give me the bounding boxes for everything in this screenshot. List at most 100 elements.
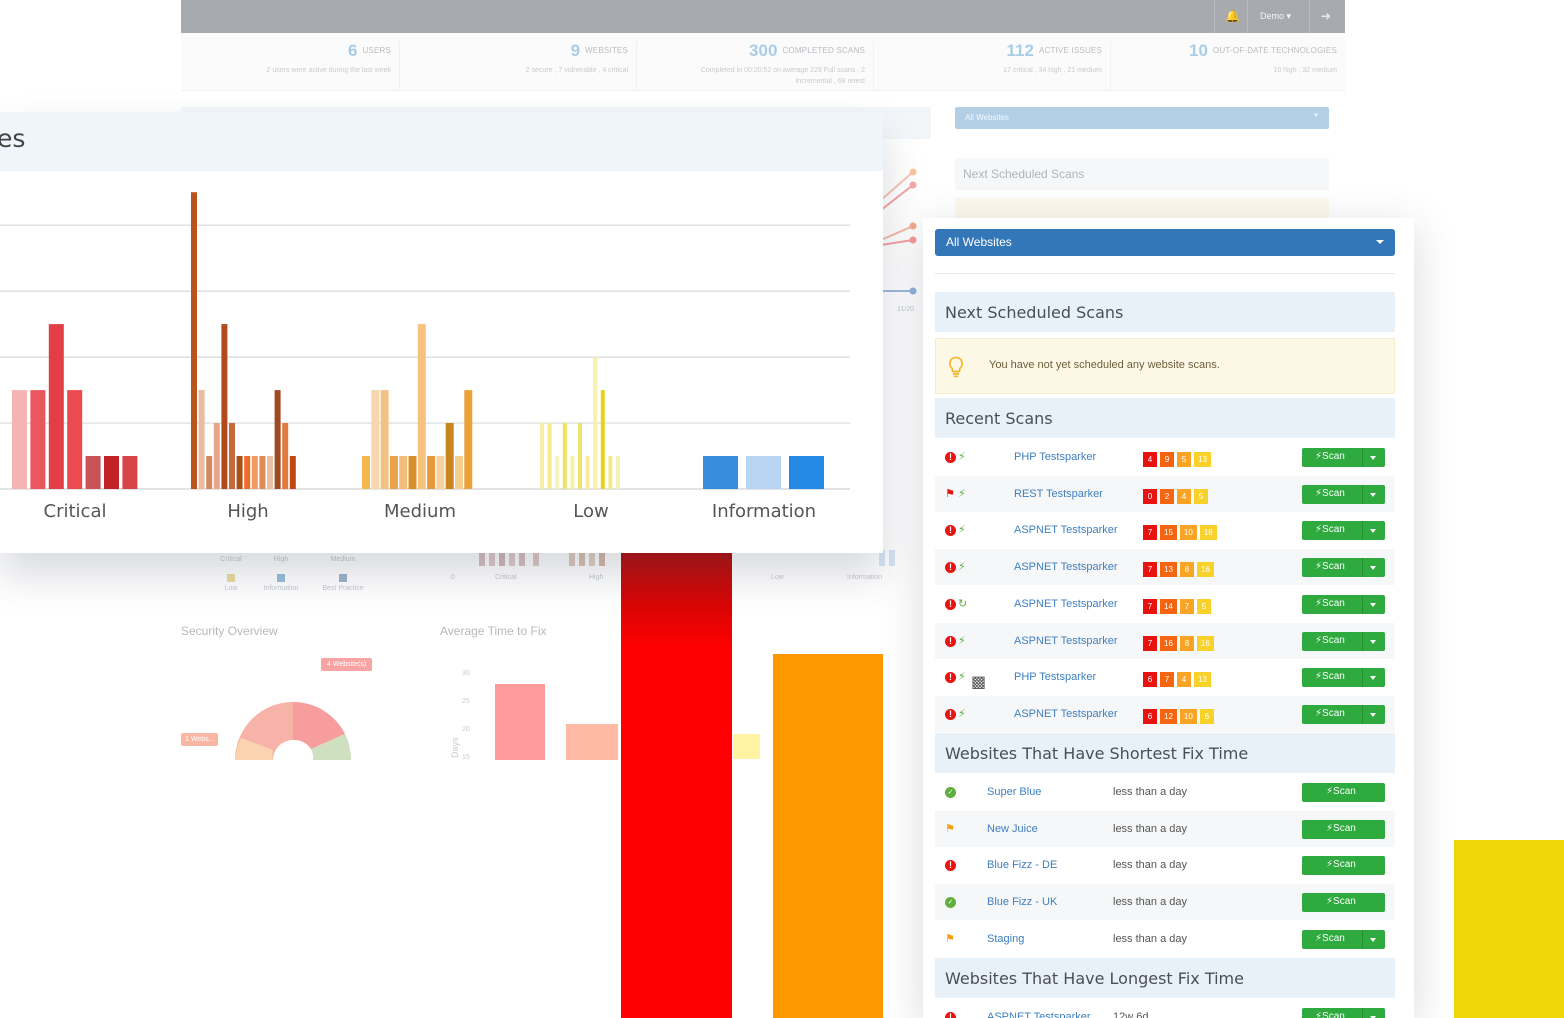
category-label-medium: Medium	[384, 501, 456, 522]
scan-button[interactable]: ⚡Scan	[1302, 594, 1385, 614]
scan-button[interactable]: ⚡Scan	[1302, 558, 1385, 578]
recent-scan-row: ! ⚡ ASPNET Testsparker 6 12 10 6 ⚡Scan	[935, 695, 1395, 732]
website-link[interactable]: Blue Fizz - DE	[987, 859, 1058, 872]
website-link[interactable]: ASPNET Testsparker	[1014, 634, 1118, 647]
scan-options-caret-icon[interactable]	[1370, 492, 1376, 497]
scan-options-caret-icon[interactable]	[1370, 529, 1376, 534]
exclamation-icon: !	[945, 635, 956, 647]
button-divider	[1362, 631, 1363, 651]
logout-icon[interactable]: ➜	[1321, 9, 1332, 23]
bolt-icon: ⚡	[958, 451, 966, 463]
check-icon: ✓	[945, 787, 956, 798]
scan-options-caret-icon[interactable]	[1370, 566, 1376, 571]
website-link[interactable]: ASPNET Testsparker	[987, 1011, 1091, 1018]
websites-count-badge: 1 Webs...	[181, 733, 219, 746]
scan-button[interactable]: ⚡Scan	[1302, 819, 1385, 839]
severity-badge: 5	[1177, 452, 1191, 467]
button-divider	[1362, 704, 1363, 724]
average-time-chart: 30 25 20 15 Days	[450, 670, 545, 760]
website-link[interactable]: Blue Fizz - UK	[987, 896, 1058, 909]
stat-subtext: 17 critical , 34 high , 21 medium	[1003, 67, 1102, 74]
website-link[interactable]: ASPNET Testsparker	[1014, 561, 1118, 574]
scan-button[interactable]: ⚡Scan	[1302, 668, 1385, 688]
stat-websites: 9 WEBSITES 2 secure , 7 vulnerable , 4 cr…	[400, 41, 637, 91]
scan-options-caret-icon[interactable]	[1370, 639, 1376, 644]
scan-button[interactable]: ⚡Scan	[1302, 856, 1385, 876]
fix-time: less than a day	[1113, 932, 1187, 945]
website-link[interactable]: ASPNET Testsparker	[1014, 597, 1118, 610]
bar-medium-1	[371, 390, 380, 489]
scan-options-caret-icon[interactable]	[1370, 456, 1376, 460]
ytick: 15	[462, 754, 470, 760]
bar-stub	[519, 550, 525, 566]
scan-options-caret-icon[interactable]	[1370, 602, 1376, 607]
severity-badges: 4 9 5 13	[1143, 449, 1214, 467]
website-link[interactable]: PHP Testsparker	[1014, 451, 1097, 463]
stat-label: WEBSITES	[585, 46, 628, 55]
scan-button[interactable]: ⚡Scan	[1302, 448, 1385, 467]
bar-low-0	[540, 423, 544, 489]
longest-fix-header: Websites That Have Longest Fix Time	[935, 958, 1395, 998]
bell-icon[interactable]: 🔔	[1225, 9, 1240, 23]
user-menu[interactable]: Demo ▾	[1260, 11, 1292, 21]
severity-badges: 6 12 10 6	[1143, 706, 1217, 724]
scan-button[interactable]: ⚡Scan	[1302, 783, 1385, 802]
average-time-to-fix-title: Average Time to Fix	[440, 624, 547, 638]
scan-options-caret-icon[interactable]	[1370, 712, 1376, 717]
scan-button[interactable]: ⚡Scan	[1302, 704, 1385, 724]
chart-category-labels: Critical High Medium Low Information	[44, 501, 817, 522]
scan-button[interactable]: ⚡Scan	[1302, 521, 1385, 541]
website-link[interactable]: Staging	[987, 932, 1025, 945]
scan-options-caret-icon[interactable]	[1370, 676, 1376, 681]
ytick: 20	[462, 726, 470, 733]
severity-badge: 16	[1160, 635, 1177, 651]
chart-legend-faded: Critical High Medium Low Information Bes…	[211, 556, 411, 600]
lightbulb-icon	[948, 356, 964, 378]
scan-button[interactable]: ⚡Scan	[1302, 631, 1385, 651]
stats-bar: 6 USERS 2 users were active during the la…	[181, 33, 1345, 91]
bar-medium-9	[445, 423, 454, 489]
website-link[interactable]: PHP Testsparker	[1014, 671, 1097, 684]
bar-stub	[569, 550, 575, 566]
severity-badge: 2	[1160, 488, 1174, 504]
scan-button[interactable]: ⚡Scan	[1302, 929, 1385, 949]
legend-swatch	[339, 574, 347, 582]
severity-badge: 16	[1199, 525, 1217, 541]
website-link[interactable]: ASPNET Testsparker	[1014, 707, 1118, 720]
scan-button[interactable]: ⚡Scan	[1302, 484, 1385, 504]
exclamation-icon: !	[945, 708, 956, 720]
stat-outdated-tech: 10 OUT-OF-DATE TECHNOLOGIES 10 high , 32 …	[1111, 41, 1345, 91]
website-link[interactable]: Super Blue	[987, 786, 1042, 798]
stat-users: 6 USERS 2 users were active during the la…	[181, 41, 400, 91]
bar-critical-0	[12, 390, 27, 489]
website-link[interactable]: ASPNET Testsparker	[1014, 524, 1118, 537]
bar-medium-10	[455, 456, 463, 489]
website-select-faded[interactable]: All Websites ▼	[955, 107, 1329, 129]
scan-button[interactable]: ⚡Scan	[1302, 893, 1385, 913]
recent-scan-row: ⚑ ⚡ REST Testsparker 0 2 4 5 ⚡Scan	[935, 475, 1395, 512]
button-divider	[1362, 929, 1363, 949]
scan-options-caret-icon[interactable]	[1370, 937, 1376, 942]
stat-number: 10	[1189, 41, 1208, 60]
bar-low-1	[547, 423, 552, 489]
fix-time: 12w 6d	[1113, 1011, 1149, 1018]
category-label-critical: Critical	[44, 501, 107, 522]
category-label-low: Low	[573, 501, 608, 522]
check-icon: ✓	[945, 897, 956, 909]
scan-options-caret-icon[interactable]	[1370, 1016, 1376, 1018]
exclamation-icon: !	[945, 525, 956, 537]
navbar-divider	[1214, 0, 1215, 33]
severity-badge: 10	[1179, 525, 1197, 541]
scan-button[interactable]: ⚡Scan	[1302, 1008, 1385, 1018]
legend-label: High	[273, 556, 289, 563]
website-select-label: All Websites	[946, 235, 1012, 249]
bar-stub	[499, 550, 505, 566]
website-link[interactable]: New Juice	[987, 822, 1038, 835]
website-select[interactable]: All Websites	[935, 229, 1395, 256]
bar-critical-4	[85, 456, 101, 489]
bar-medium-7	[427, 456, 436, 489]
scan-button-label: ⚡Scan	[1315, 451, 1345, 462]
website-link[interactable]: REST Testsparker	[1014, 487, 1103, 500]
bar-stub	[533, 550, 539, 566]
